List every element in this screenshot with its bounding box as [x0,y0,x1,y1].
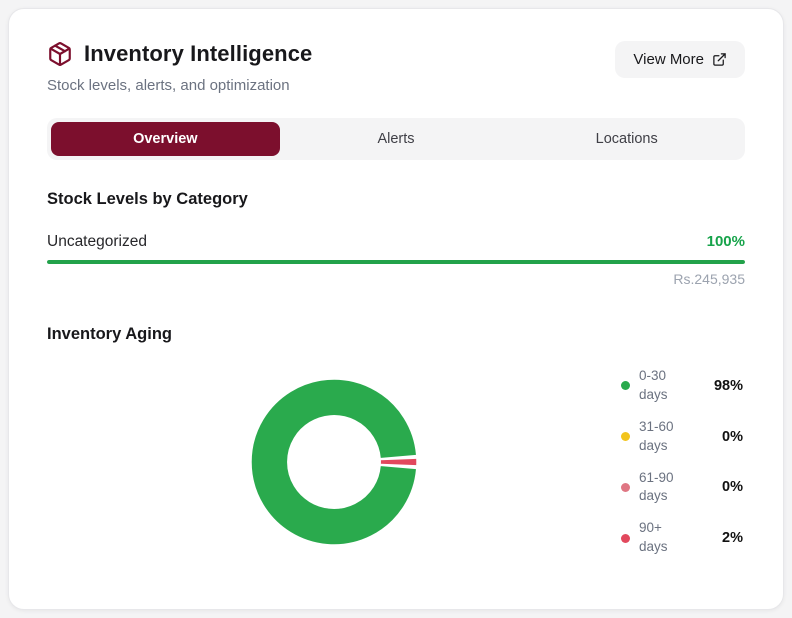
legend-percent: 98% [713,377,743,394]
legend-item[interactable]: 0-30 days 98% [621,367,743,405]
page-subtitle: Stock levels, alerts, and optimization [47,77,290,94]
tab-locations[interactable]: Locations [512,122,741,156]
stock-section-heading: Stock Levels by Category [47,190,248,208]
legend-dot [621,381,630,391]
legend-label: 0-30 days [639,367,668,402]
stock-category-percent: 100% [706,233,745,250]
legend-percent: 0% [722,479,743,496]
aging-legend: 0-30 days 98% 31-60 days 0% 61-90 days 0% 9… [621,367,743,557]
tab-alerts[interactable]: Alerts [282,122,511,156]
aging-chart-row: 0-30 days 98% 31-60 days 0% 61-90 days 0% 9… [47,356,745,568]
page-title: Inventory Intelligence [84,41,313,66]
legend-label: 31-60 days [639,418,674,453]
donut-chart [251,379,417,545]
progress-bar-track [47,260,745,264]
stock-category-label: Uncategorized [47,233,147,250]
card-header: Inventory Intelligence Stock levels, ale… [47,41,745,94]
legend-dot [621,482,630,492]
stock-category-value: Rs.245,935 [673,271,745,287]
stock-category-row: Uncategorized 100% Rs.245,935 [47,233,745,287]
progress-bar-fill [47,260,745,264]
view-more-label: View More [633,51,704,68]
tab-overview[interactable]: Overview [51,122,280,156]
view-more-button[interactable]: View More [615,41,745,78]
inventory-intelligence-card: Inventory Intelligence Stock levels, ale… [8,8,784,610]
inventory-aging-section: Inventory Aging 0-30 days 98% 31-60 days 0… [47,325,745,568]
donut-chart-wrap [47,356,621,568]
aging-section-heading: Inventory Aging [47,325,172,343]
legend-percent: 0% [722,428,743,445]
package-icon [49,42,71,66]
legend-item[interactable]: 31-60 days 0% [621,418,743,456]
header-text-block: Inventory Intelligence Stock levels, ale… [47,41,312,94]
legend-dot [621,432,630,442]
legend-percent: 2% [722,530,743,547]
legend-item[interactable]: 61-90 days 0% [621,469,743,507]
legend-label: 90+ days [639,520,668,555]
stock-levels-section: Stock Levels by Category Uncategorized 1… [47,190,745,287]
legend-item[interactable]: 90+ days 2% [621,519,743,557]
tab-bar: Overview Alerts Locations [47,118,745,160]
external-link-icon [713,53,726,66]
legend-dot [621,533,630,543]
legend-label: 61-90 days [639,469,674,504]
